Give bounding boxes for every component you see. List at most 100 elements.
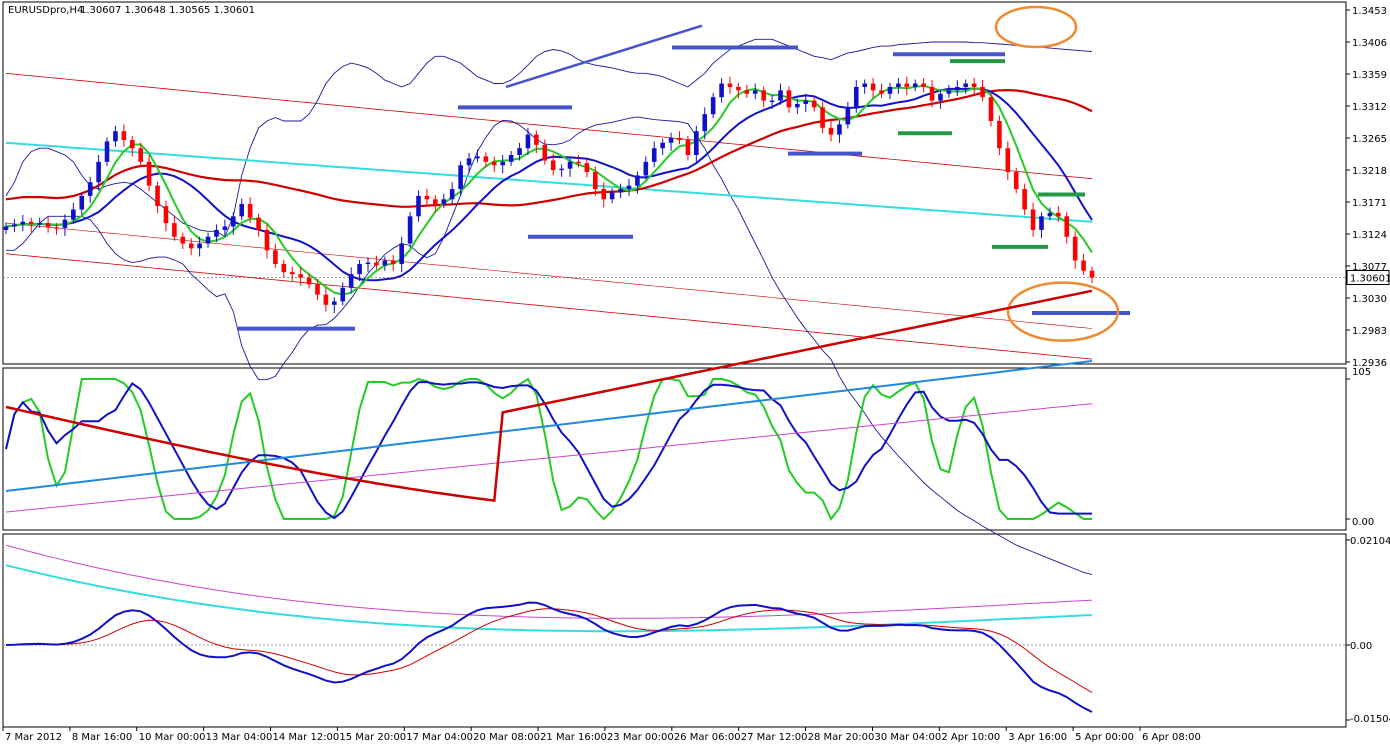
price-ytick-label: 1.3453 — [1352, 6, 1387, 17]
x-tick-label: 8 Mar 16:00 — [72, 732, 132, 743]
candle-body — [1081, 260, 1086, 271]
stochastic-bottom-label: 0.00 — [1352, 517, 1374, 528]
macd-zero-label: 0.00 — [1350, 641, 1372, 652]
candle-body — [441, 199, 447, 205]
price-ytick-label: 1.3218 — [1352, 166, 1387, 177]
candle-body — [273, 250, 278, 264]
candle-body — [828, 127, 834, 135]
candle-body — [54, 227, 59, 229]
candle-body — [433, 199, 438, 205]
green-ma-line — [5, 84, 1093, 296]
x-tick-label: 3 Apr 16:00 — [1008, 732, 1067, 743]
candle-body — [626, 185, 632, 190]
drawn-trend-line — [505, 24, 703, 89]
candle-body — [601, 189, 607, 200]
candle-body — [1064, 216, 1070, 237]
price-ytick-label: 1.3359 — [1352, 70, 1387, 81]
macd-layer — [3, 544, 1346, 713]
price-pane-frame — [2, 1, 1347, 365]
envelope-upper-line — [5, 72, 1093, 180]
candle-body — [618, 189, 623, 193]
candle-body — [946, 90, 952, 94]
candle-body — [921, 83, 926, 87]
macd-top-label: 0.021046 — [1350, 536, 1390, 547]
highlight-circle-top — [994, 5, 1078, 49]
candle-body — [382, 260, 388, 266]
candle-body — [332, 301, 337, 305]
candle-body — [685, 140, 691, 156]
chart-header-ohlc: 1.30607 1.30648 1.30565 1.30601 — [80, 5, 255, 16]
candle-body — [87, 182, 93, 196]
candle-body — [912, 83, 918, 87]
cyan-ma-line — [5, 141, 1093, 223]
candle-body — [811, 100, 817, 108]
candle-body — [264, 229, 270, 251]
candle-body — [79, 195, 85, 210]
candle-body — [180, 236, 186, 244]
candle-body — [1047, 212, 1053, 217]
x-tick-label: 15 Mar 20:00 — [339, 732, 406, 743]
candle-body — [643, 161, 649, 176]
candle-body — [761, 90, 766, 101]
candle-body — [483, 156, 489, 162]
candle-body — [896, 83, 901, 87]
candle-body — [121, 131, 127, 141]
candle-body — [390, 260, 396, 264]
candle-body — [3, 226, 9, 230]
candle-body — [938, 93, 943, 101]
candle-body — [407, 216, 413, 244]
candle-body — [1072, 236, 1078, 261]
candle-body — [222, 226, 228, 230]
candle-body — [980, 86, 985, 98]
candle-body — [736, 86, 741, 91]
candle-body — [702, 114, 708, 132]
price-ytick-label: 1.3265 — [1352, 134, 1387, 145]
candle-body — [660, 142, 665, 149]
candle-body — [550, 160, 556, 170]
macd-bottom-label: -0.01504 — [1350, 714, 1390, 725]
candle-body — [62, 219, 68, 228]
candle-body — [1030, 209, 1036, 230]
candle-body — [559, 168, 564, 171]
candle-body — [668, 138, 674, 143]
candle-body — [20, 221, 26, 225]
x-tick-label: 7 Mar 2012 — [5, 732, 62, 743]
candle-body — [256, 217, 261, 230]
candle-body — [769, 100, 775, 103]
candle-body — [963, 83, 969, 87]
candle-body — [710, 97, 716, 115]
candle-body — [113, 131, 118, 142]
x-tick-label: 26 Mar 06:00 — [674, 732, 741, 743]
candle-body — [281, 263, 287, 273]
price-ytick-label: 1.3077 — [1352, 262, 1387, 273]
stochastic-top-label: 105 — [1352, 367, 1371, 378]
chart-header-symbol: EURUSDpro,H4 — [8, 5, 83, 16]
candle-body — [416, 195, 421, 217]
x-tick-label: 17 Mar 04:00 — [406, 732, 473, 743]
candle-body — [214, 229, 219, 237]
bollinger-upper-line — [5, 38, 1093, 238]
candle-body — [1089, 270, 1095, 278]
candle-body — [163, 206, 169, 224]
candle-body — [45, 223, 51, 228]
candle-body — [845, 107, 851, 125]
candle-body — [1005, 148, 1011, 173]
x-tick-label: 20 Mar 08:00 — [473, 732, 540, 743]
candle-body — [172, 223, 177, 237]
candle-body — [197, 243, 202, 249]
macd-magenta-line — [5, 544, 1093, 619]
price-ytick-label: 1.3171 — [1352, 198, 1387, 209]
candle-body — [576, 161, 581, 164]
candle-body — [138, 148, 143, 162]
candle-body — [458, 165, 463, 190]
candle-body — [71, 209, 76, 220]
candle-body — [904, 83, 910, 87]
price-layer — [3, 5, 1346, 575]
candle-body — [719, 83, 724, 98]
x-tick-label: 5 Apr 00:00 — [1075, 732, 1134, 743]
candle-body — [146, 161, 152, 186]
candle-body — [424, 195, 430, 200]
candle-body — [542, 144, 548, 161]
